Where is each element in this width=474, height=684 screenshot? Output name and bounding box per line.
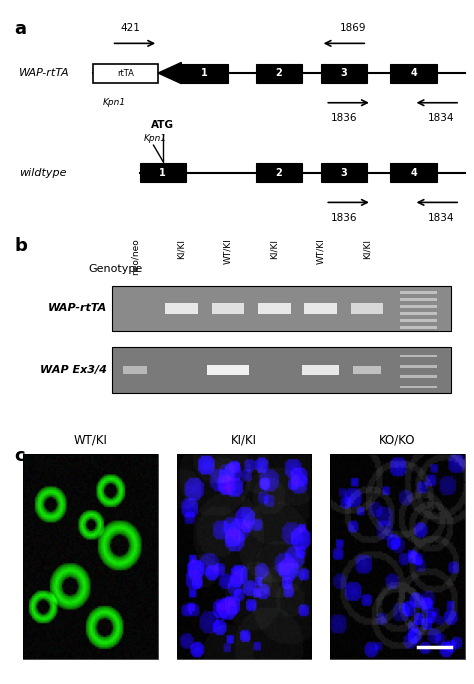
Bar <box>391 163 437 182</box>
Text: KI/KI: KI/KI <box>363 239 372 259</box>
Text: 3: 3 <box>340 68 347 78</box>
Bar <box>400 291 437 294</box>
Text: 1834: 1834 <box>428 213 455 223</box>
Bar <box>304 304 337 314</box>
Text: 421: 421 <box>120 23 140 33</box>
Text: WT/KI: WT/KI <box>316 239 325 265</box>
Text: a: a <box>14 20 26 38</box>
Text: KI/KI: KI/KI <box>231 434 257 447</box>
Bar <box>321 64 367 83</box>
Bar <box>177 454 311 659</box>
Text: 1: 1 <box>159 168 166 178</box>
Text: 2: 2 <box>275 168 283 178</box>
Bar <box>400 305 437 308</box>
Bar <box>391 64 437 83</box>
Text: c: c <box>14 447 25 465</box>
Text: 4: 4 <box>410 68 417 78</box>
Text: 1836: 1836 <box>331 114 357 123</box>
Bar <box>112 286 451 331</box>
Bar <box>165 304 198 314</box>
Text: 4: 4 <box>410 168 417 178</box>
Bar <box>351 304 383 314</box>
Text: KI/KI: KI/KI <box>270 239 279 259</box>
Text: WAP-rtTA: WAP-rtTA <box>19 68 69 78</box>
Bar <box>321 163 367 182</box>
Text: wildtype: wildtype <box>19 168 66 178</box>
Bar <box>400 376 437 378</box>
Bar <box>207 365 249 376</box>
Text: 1834: 1834 <box>428 114 455 123</box>
Text: Kpn1: Kpn1 <box>144 134 167 143</box>
Bar <box>400 326 437 329</box>
Text: WT/KI: WT/KI <box>74 434 108 447</box>
Bar <box>139 163 186 182</box>
Text: 3: 3 <box>340 168 347 178</box>
Bar <box>330 454 465 659</box>
Text: neo/neo: neo/neo <box>130 239 139 276</box>
Text: 1869: 1869 <box>340 23 366 33</box>
Bar <box>302 365 339 376</box>
Bar <box>400 298 437 301</box>
Bar <box>23 454 158 659</box>
Bar <box>258 304 291 314</box>
Text: Kpn1: Kpn1 <box>102 98 126 107</box>
Bar <box>400 386 437 388</box>
Polygon shape <box>158 62 182 83</box>
Text: WT/KI: WT/KI <box>223 239 232 265</box>
Text: Genotype: Genotype <box>89 265 143 274</box>
Bar <box>400 365 437 367</box>
Bar <box>112 347 451 393</box>
Bar <box>211 304 244 314</box>
Bar <box>93 64 158 83</box>
Bar <box>255 163 302 182</box>
Text: WAP Ex3/4: WAP Ex3/4 <box>40 365 107 375</box>
Text: KO/KO: KO/KO <box>379 434 416 447</box>
Bar <box>400 355 437 357</box>
Text: b: b <box>14 237 27 254</box>
Bar <box>400 319 437 322</box>
Bar <box>182 64 228 83</box>
Bar <box>353 366 381 374</box>
Text: KI/KI: KI/KI <box>177 239 186 259</box>
Text: 1: 1 <box>201 68 208 78</box>
Bar <box>255 64 302 83</box>
Bar <box>123 366 146 374</box>
Text: WAP-rtTA: WAP-rtTA <box>48 304 107 313</box>
Text: rtTA: rtTA <box>117 68 134 77</box>
Text: 1836: 1836 <box>331 213 357 223</box>
Text: 2: 2 <box>275 68 283 78</box>
Bar <box>400 312 437 315</box>
Text: ATG: ATG <box>151 120 174 131</box>
